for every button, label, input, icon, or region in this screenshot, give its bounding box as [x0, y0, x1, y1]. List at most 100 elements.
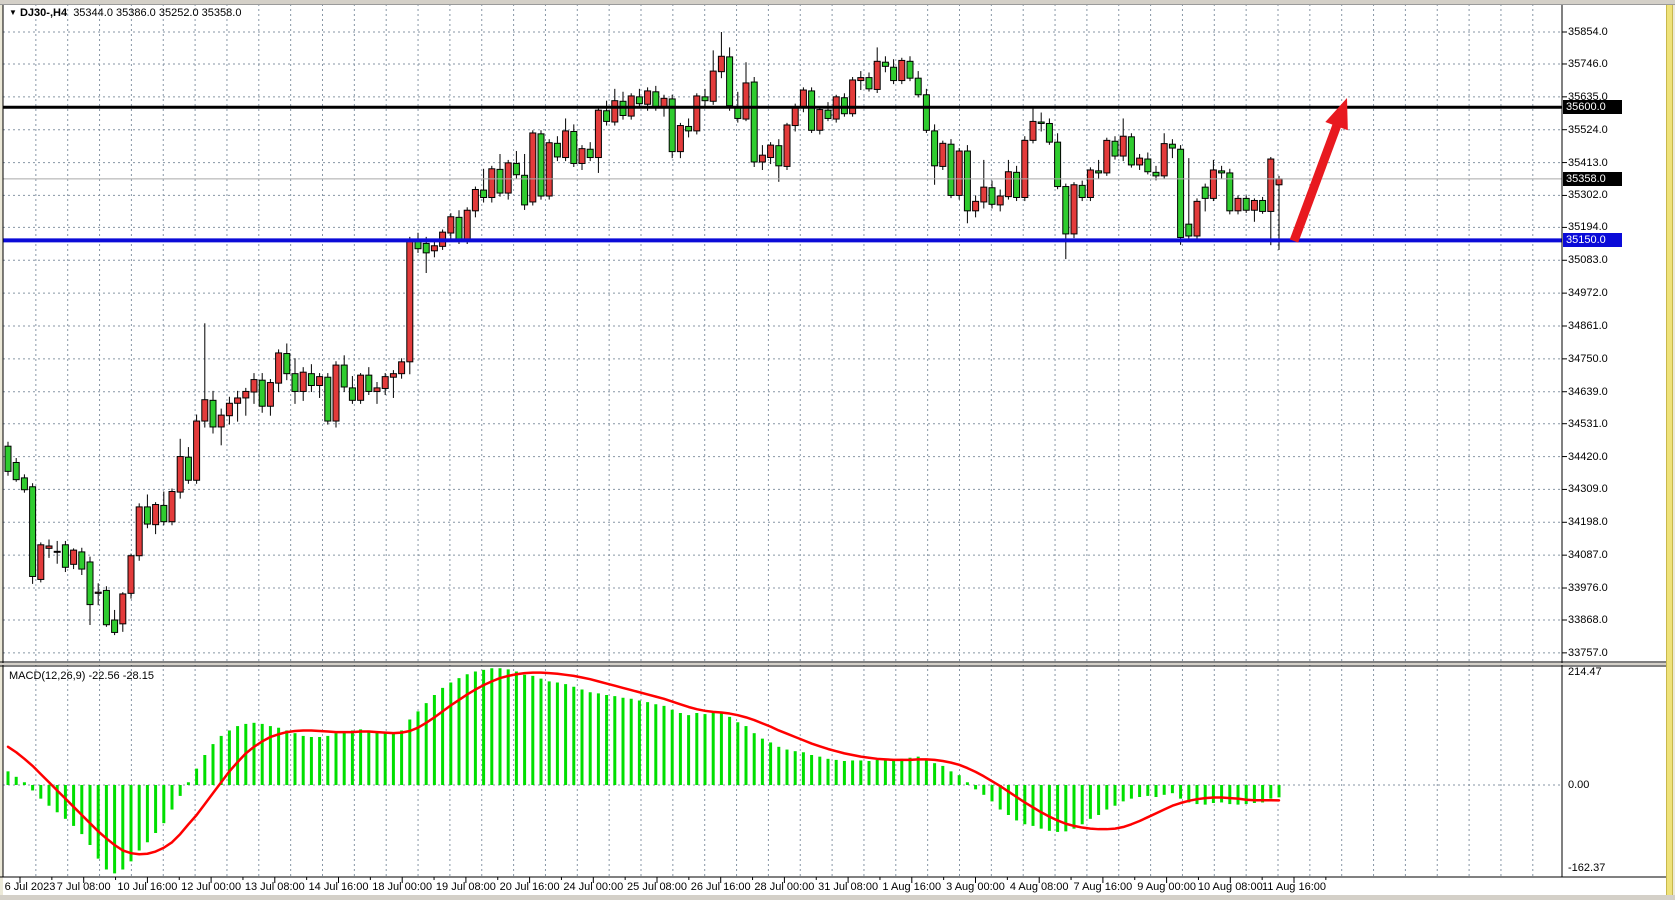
- candle-body-up: [430, 245, 438, 252]
- candle-body-down: [1013, 171, 1021, 199]
- candle-body-down: [1045, 122, 1053, 143]
- price-axis-label: 34639.0: [1568, 385, 1608, 398]
- candle-body-down: [963, 150, 971, 212]
- candle-body-down: [365, 374, 373, 392]
- price-tag-35150.0: 35150.0: [1563, 233, 1622, 248]
- candle-body-up: [275, 352, 283, 384]
- candle-body-up: [873, 60, 881, 90]
- macd-axis-label: -162.37: [1568, 862, 1606, 874]
- candle-body-down: [102, 589, 110, 626]
- macd-indicator-label: MACD(12,26,9) -22.56 -28.15: [9, 670, 154, 682]
- symbol-period-label[interactable]: DJ30-,H4: [19, 7, 68, 19]
- candle-body-down: [521, 174, 529, 206]
- ohlc-low: 35252.0: [158, 7, 199, 19]
- window-top-border: [0, 0, 1675, 5]
- candle-body-down: [537, 133, 545, 197]
- time-axis-label: 7 Aug 16:00: [1073, 881, 1133, 893]
- trend-arrow-head[interactable]: [1325, 98, 1348, 131]
- candle-body-down: [1062, 186, 1070, 235]
- price-axis-label: 35083.0: [1568, 254, 1608, 267]
- candle-body-up: [127, 555, 135, 594]
- panel-separator-fill[interactable]: [0, 663, 1666, 665]
- time-axis-label: 9 Aug 00:00: [1137, 881, 1196, 893]
- price-axis-label: 35854.0: [1568, 26, 1608, 38]
- candle-body-up: [939, 142, 947, 167]
- candle-body-up: [578, 148, 586, 164]
- candle-body-down: [480, 189, 488, 199]
- price-axis-label: 34198.0: [1568, 516, 1608, 529]
- candle-body-down: [685, 125, 693, 132]
- trend-arrow-shaft[interactable]: [1289, 120, 1343, 243]
- candle-body-up: [357, 374, 365, 401]
- candle-body-down: [750, 81, 758, 163]
- candle-body-down: [512, 162, 520, 176]
- macd-name: MACD(12,26,9): [9, 670, 86, 682]
- candle-body-up: [644, 90, 652, 105]
- candle-body-down: [12, 461, 20, 481]
- price-tag-35358.0: 35358.0: [1563, 171, 1622, 186]
- candle-body-up: [857, 77, 865, 82]
- candle-body-down: [184, 456, 192, 481]
- candle-body-down: [906, 60, 914, 79]
- time-axis-label: 19 Jul 08:00: [435, 881, 496, 893]
- candle-body-down: [340, 364, 348, 388]
- time-axis-label: 12 Jul 00:00: [181, 881, 242, 893]
- candle-body-up: [266, 382, 274, 407]
- candle-body-up: [381, 376, 389, 389]
- time-axis-label: 10 Aug 08:00: [1197, 881, 1263, 893]
- window-edge-strip: [1666, 0, 1673, 900]
- candle-body-up: [471, 189, 479, 212]
- candle-body-up: [234, 397, 242, 404]
- candle-body-down: [775, 145, 783, 167]
- candle-body-down: [53, 550, 61, 553]
- candle-body-up: [1250, 199, 1258, 211]
- candle-body-down: [422, 242, 430, 254]
- candle-body-up: [1021, 139, 1029, 199]
- time-axis-label: 13 Jul 08:00: [244, 881, 305, 893]
- candle-body-up: [1070, 184, 1078, 235]
- candle-body-up: [799, 89, 807, 108]
- candle-body-down: [1242, 197, 1250, 211]
- candle-body-up: [389, 373, 397, 378]
- candle-body-up: [504, 162, 512, 194]
- candle-body-up: [758, 154, 766, 163]
- candle-body-up: [980, 186, 988, 203]
- candle-body-up: [742, 82, 750, 120]
- candle-body-up: [594, 109, 602, 159]
- candle-body-down: [1127, 136, 1135, 166]
- candle-body-up: [955, 150, 963, 196]
- candle-body-up: [135, 506, 143, 557]
- candle-body-up: [717, 55, 725, 73]
- price-axis-label: 33976.0: [1568, 582, 1608, 595]
- candle-body-down: [652, 91, 660, 108]
- candle-body-up: [972, 200, 980, 212]
- price-axis-label: 34531.0: [1568, 417, 1608, 430]
- candle-body-down: [570, 130, 578, 164]
- candle-body-down: [701, 96, 709, 102]
- candle-body-down: [553, 142, 561, 158]
- candle-body-down: [143, 506, 151, 525]
- price-axis-label: 35194.0: [1568, 221, 1608, 234]
- price-axis-label: 33868.0: [1568, 613, 1608, 626]
- candle-body-down: [586, 148, 594, 159]
- time-axis-label: 7 Jul 08:00: [56, 881, 111, 893]
- candle-body-down: [160, 504, 168, 523]
- candle-body-up: [332, 364, 340, 422]
- price-axis-label: 35746.0: [1568, 57, 1608, 70]
- candle-body-down: [1111, 140, 1119, 157]
- time-axis-label: 10 Jul 16:00: [117, 881, 178, 893]
- time-axis-label: 20 Jul 16:00: [499, 881, 560, 893]
- candle-body-down: [1259, 199, 1267, 212]
- candle-body-down: [1144, 158, 1152, 173]
- candle-body-down: [307, 373, 315, 387]
- candle-body-down: [922, 94, 930, 131]
- candle-body-up: [398, 361, 406, 375]
- time-axis-label: 3 Aug 00:00: [946, 881, 1005, 893]
- time-axis-label: 26 Jul 16:00: [690, 881, 751, 893]
- candle-body-up: [1119, 135, 1127, 157]
- candle-body-up: [373, 387, 381, 392]
- candle-body-down: [1054, 141, 1062, 188]
- symbol-dropdown-icon[interactable]: ▼: [9, 8, 17, 17]
- candle-body-up: [176, 456, 184, 493]
